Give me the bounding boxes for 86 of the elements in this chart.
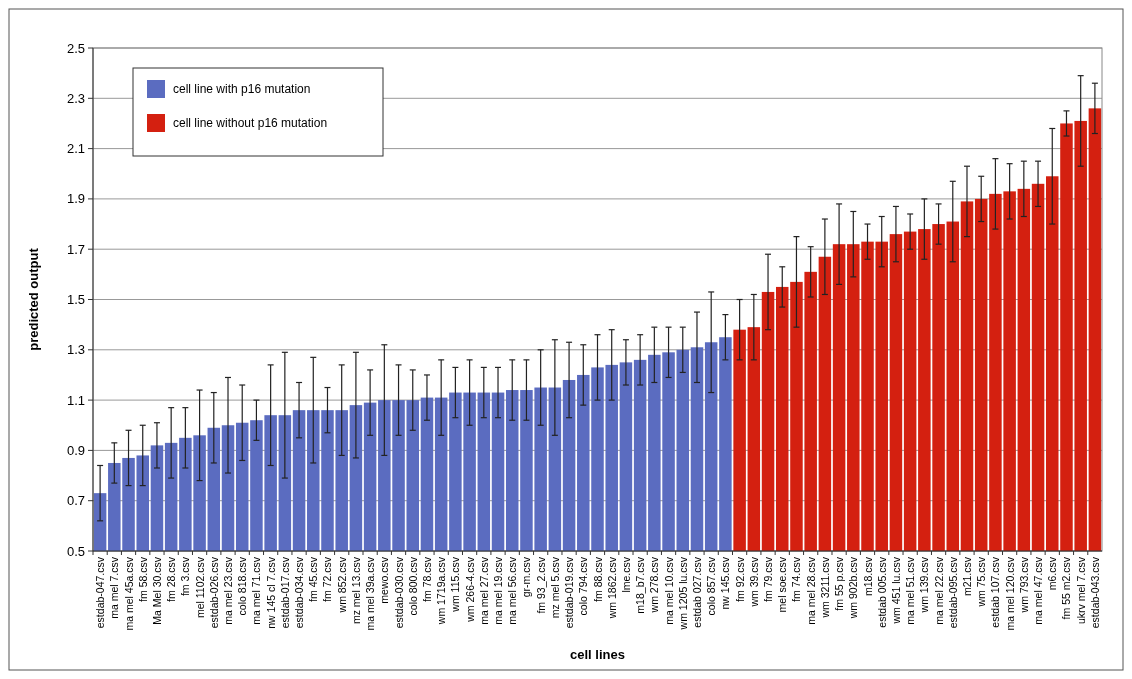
x-tick-label: estdab 005.csv [875, 556, 888, 628]
x-tick-label: estdab-026.csv [207, 556, 220, 629]
x-tick-label: mel soe.csv [776, 556, 789, 613]
x-tick-label: wm 115.csv [449, 556, 462, 613]
y-tick-label: 1.3 [66, 342, 85, 358]
x-tick-label: estdab 107.csv [989, 556, 1002, 628]
y-tick-label: 0.7 [66, 493, 85, 509]
x-tick-label: ma mel 47.csv [1032, 556, 1045, 625]
x-tick-label: m18_b7.csv [634, 556, 647, 614]
x-tick-label: fm 58.csv [136, 556, 149, 602]
x-tick-label: ma mel 120.csv [1003, 556, 1016, 631]
x-tick-label: ma mel 23.csv [222, 556, 235, 625]
x-tick-label: mel 1102.csv [193, 556, 206, 619]
x-tick-label: ma mel 7.csv [108, 556, 121, 619]
y-tick-label: 1.1 [66, 392, 85, 408]
x-tick-label: mz mel 5.csv [548, 556, 561, 619]
y-tick-label: 0.9 [66, 442, 85, 458]
x-tick-label: wm 266-4.csv [463, 556, 476, 623]
x-tick-label: wm 3211.csv [818, 556, 831, 619]
y-tick-label: 1.7 [66, 241, 85, 257]
x-tick-label: nw 145.csv [719, 556, 732, 610]
y-axis-title: predicted output [26, 247, 41, 351]
x-tick-label: colo 857.csv [705, 556, 718, 616]
x-tick-label: ma mel 45a.csv [122, 556, 135, 631]
x-tick-label: ma mel 71.csv [250, 556, 263, 625]
x-tick-label: wm 1862.csv [605, 556, 618, 620]
x-tick-label: fm 3.csv [179, 556, 192, 597]
y-tick-label: 2.1 [66, 141, 85, 157]
y-tick-label: 2.5 [66, 40, 85, 56]
y-tick-label: 0.5 [66, 543, 85, 559]
x-tick-label: ma mel 19.csv [492, 556, 505, 625]
x-tick-label: mz mel 13.csv [349, 556, 362, 625]
x-tick-label: fm 78.csv [420, 556, 433, 602]
x-tick-label: ma mel 56.csv [506, 556, 519, 625]
x-tick-label: wm 852.csv [335, 556, 348, 614]
x-tick-label: ma mel 28.csv [804, 556, 817, 625]
x-tick-label: wm 451 lu.csv [889, 556, 902, 625]
x-tick-label: estdab-030.csv [392, 556, 405, 629]
x-tick-label: m6.csv [1046, 556, 1059, 591]
x-tick-label: wm 75.csv [975, 556, 988, 608]
y-tick-label: 2.3 [66, 90, 85, 106]
x-tick-label: ma mel 51.csv [904, 556, 917, 625]
x-tick-label: wm 1719a.csv [435, 556, 448, 626]
legend-label: cell line without p16 mutation [173, 116, 328, 131]
x-tick-label: fm 55 m2.csv [1060, 556, 1073, 620]
x-tick-label: wm 902b.csv [847, 556, 860, 620]
x-tick-label: ma mel 10.csv [662, 556, 675, 625]
x-tick-label: gr-m.csv [520, 556, 533, 598]
x-tick-label: ma mel 39a.csv [364, 556, 377, 631]
x-tick-label: ma mel 22.csv [932, 556, 945, 625]
x-tick-label: fm 88.csv [591, 556, 604, 602]
x-tick-label: fm 79.csv [762, 556, 775, 602]
x-tick-label: ukrv mel 7.csv [1074, 556, 1087, 625]
x-tick-label: estdab-043.csv [1088, 556, 1101, 629]
x-axis-title: cell lines [570, 647, 625, 662]
x-tick-label: mewo.csv [378, 556, 391, 604]
x-tick-label: ma mel 27.csv [477, 556, 490, 625]
y-tick-label: 1.5 [66, 292, 85, 308]
x-tick-label: estdab-095.csv [946, 556, 959, 629]
x-tick-label: fm 45.csv [307, 556, 320, 602]
x-tick-label: estdab-047.csv [94, 556, 107, 629]
x-tick-label: wm 278.csv [648, 556, 661, 614]
x-tick-label: fm 93_2.csv [534, 556, 547, 614]
x-tick-label: wm 39.csv [747, 556, 760, 608]
y-tick-label: 1.9 [66, 191, 85, 207]
x-tick-label: wm 793.csv [1017, 556, 1030, 614]
x-tick-label: estdab-017.csv [278, 556, 291, 629]
x-tick-label: colo 794.csv [577, 556, 590, 616]
x-tick-label: lme.csv [619, 556, 632, 593]
x-tick-label: Ma Mel 30.csv [150, 556, 163, 625]
x-tick-label: fm 28.csv [165, 556, 178, 602]
x-tick-label: m21.csv [960, 556, 973, 597]
x-tick-label: estdab 027.csv [690, 556, 703, 628]
x-tick-label: wm 139.csv [918, 556, 931, 614]
x-tick-label: estdab-034.csv [293, 556, 306, 629]
x-tick-label: estdab-019.csv [563, 556, 576, 629]
x-tick-label: fm 72.csv [321, 556, 334, 602]
x-tick-label: colo 818.csv [236, 556, 249, 616]
legend-label: cell line with p16 mutation [173, 82, 311, 97]
x-tick-label: fm 92.csv [733, 556, 746, 602]
x-tick-label: colo 800.csv [406, 556, 419, 616]
x-tick-label: fm 74.csv [790, 556, 803, 602]
x-tick-label: fm 55 p.csv [833, 556, 846, 611]
x-tick-label: wm 1205 lu.csv [676, 556, 689, 631]
x-tick-label: m18.csv [861, 556, 874, 597]
x-tick-label: nw 145 cl 7.csv [264, 556, 277, 629]
